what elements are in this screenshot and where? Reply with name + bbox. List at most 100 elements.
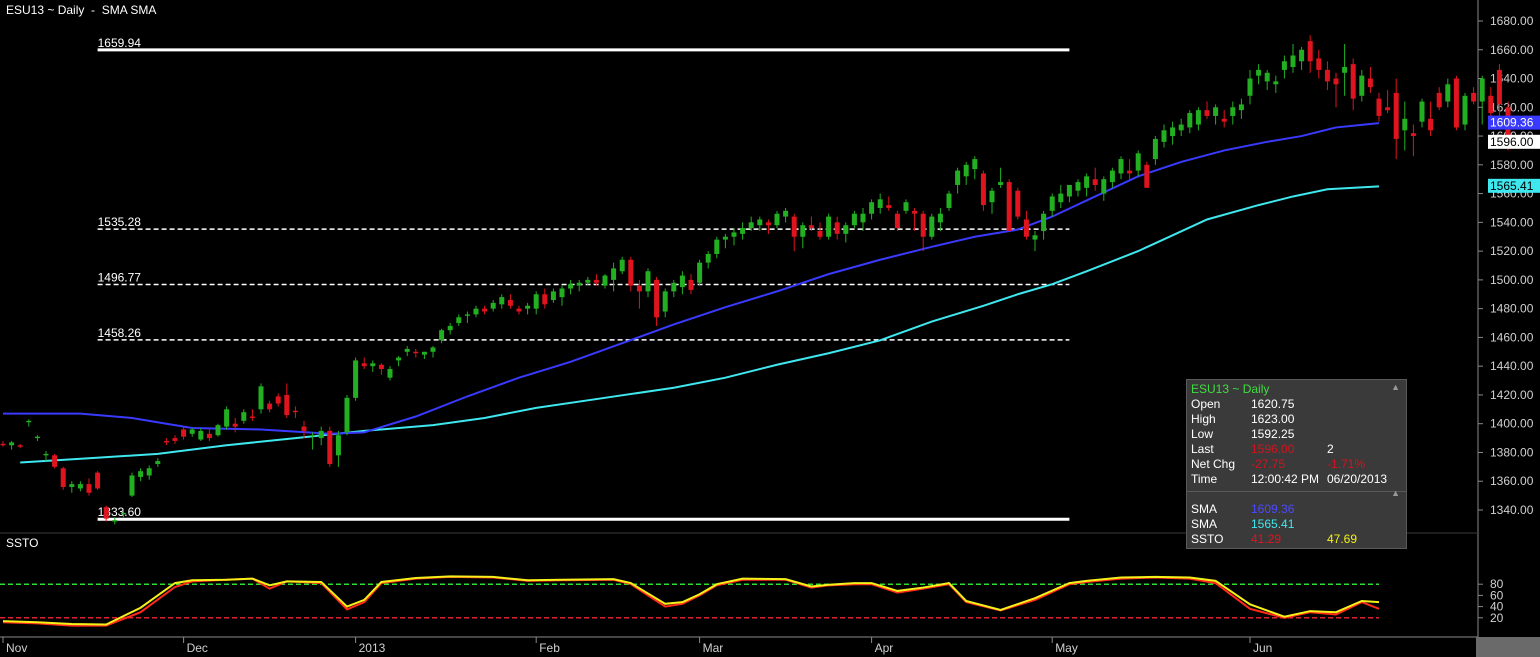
candle-body[interactable] — [327, 430, 333, 464]
candle-body[interactable] — [963, 164, 969, 177]
candle-body[interactable] — [499, 297, 505, 305]
candle-body[interactable] — [9, 442, 15, 446]
chart-symbol[interactable]: ESU13 ~ Daily — [6, 3, 85, 17]
candle-body[interactable] — [1264, 72, 1270, 82]
candle-body[interactable] — [1195, 110, 1201, 125]
candle-body[interactable] — [1178, 124, 1184, 131]
candle-body[interactable] — [1058, 193, 1064, 203]
collapse-studies-icon[interactable]: ▲ — [1391, 488, 1400, 498]
candle-body[interactable] — [834, 222, 840, 234]
candle-body[interactable] — [1161, 130, 1167, 142]
candle-body[interactable] — [146, 468, 152, 476]
candle-body[interactable] — [972, 159, 978, 170]
candle-body[interactable] — [155, 461, 161, 464]
candle-body[interactable] — [490, 302, 496, 309]
candle-body[interactable] — [198, 430, 204, 440]
candle-body[interactable] — [869, 202, 875, 214]
candle-body[interactable] — [17, 445, 23, 447]
ssto-d-line[interactable] — [2, 575, 1380, 626]
candle-body[interactable] — [34, 436, 40, 439]
candle-body[interactable] — [1170, 127, 1176, 137]
candle-body[interactable] — [172, 438, 178, 441]
candle-body[interactable] — [998, 182, 1004, 185]
candle-body[interactable] — [679, 275, 685, 288]
candle-body[interactable] — [1299, 49, 1305, 62]
candle-body[interactable] — [26, 420, 32, 423]
candle-body[interactable] — [1290, 55, 1296, 68]
candle-body[interactable] — [937, 213, 943, 223]
candle-body[interactable] — [740, 228, 746, 234]
candle-body[interactable] — [765, 222, 771, 226]
candle-body[interactable] — [1462, 95, 1468, 125]
data-window[interactable]: ESU13 ~ Daily ▲ Open 1620.75 High 1623.00 Lo… — [1186, 379, 1407, 549]
candle-body[interactable] — [1342, 67, 1348, 73]
candle-body[interactable] — [980, 173, 986, 206]
candle-body[interactable] — [894, 213, 900, 229]
candle-body[interactable] — [1376, 98, 1382, 116]
candle-body[interactable] — [241, 412, 247, 421]
candle-body[interactable] — [774, 213, 780, 226]
candle-body[interactable] — [542, 294, 548, 305]
candle-body[interactable] — [1187, 113, 1193, 128]
candle-body[interactable] — [77, 484, 83, 489]
candle-body[interactable] — [413, 351, 419, 354]
candle-body[interactable] — [1393, 92, 1399, 139]
candle-body[interactable] — [697, 262, 703, 283]
candle-body[interactable] — [86, 484, 92, 493]
candle-body[interactable] — [404, 348, 410, 352]
candle-body[interactable] — [851, 213, 857, 226]
candle-body[interactable] — [60, 468, 66, 487]
candle-body[interactable] — [267, 403, 273, 410]
candle-body[interactable] — [1359, 75, 1365, 96]
candle-body[interactable] — [292, 410, 298, 413]
candle-body[interactable] — [43, 453, 49, 456]
candle-body[interactable] — [1350, 64, 1356, 99]
candle-body[interactable] — [1385, 107, 1391, 111]
candle-body[interactable] — [877, 199, 883, 208]
candle-body[interactable] — [439, 330, 445, 341]
candle-body[interactable] — [808, 225, 814, 229]
candle-body[interactable] — [129, 475, 135, 496]
candle-body[interactable] — [1281, 61, 1287, 70]
candle-body[interactable] — [1118, 159, 1124, 174]
candle-body[interactable] — [1006, 182, 1012, 231]
candle-body[interactable] — [1256, 69, 1262, 76]
candle-body[interactable] — [1436, 92, 1442, 108]
candle-body[interactable] — [1127, 170, 1133, 174]
candle-body[interactable] — [654, 279, 660, 318]
candle-body[interactable] — [396, 357, 402, 361]
collapse-up-icon[interactable]: ▲ — [1391, 382, 1400, 392]
candle-body[interactable] — [361, 363, 367, 367]
candle-body[interactable] — [1428, 118, 1434, 131]
candle-body[interactable] — [69, 484, 75, 487]
candle-body[interactable] — [1041, 213, 1047, 231]
candle-body[interactable] — [955, 170, 961, 185]
candle-body[interactable] — [1144, 164, 1150, 188]
candle-body[interactable] — [628, 259, 634, 286]
candle-body[interactable] — [722, 236, 728, 240]
candle-body[interactable] — [843, 225, 849, 234]
candle-body[interactable] — [946, 193, 952, 208]
candle-body[interactable] — [989, 190, 995, 203]
candle-body[interactable] — [636, 285, 642, 292]
candle-body[interactable] — [447, 325, 453, 331]
candle-body[interactable] — [1479, 78, 1485, 102]
candle-body[interactable] — [1135, 153, 1141, 171]
candle-body[interactable] — [301, 426, 307, 431]
candle-body[interactable] — [1307, 41, 1313, 62]
candle-body[interactable] — [611, 268, 617, 280]
candle-body[interactable] — [138, 471, 144, 477]
candle-body[interactable] — [0, 443, 6, 446]
candle-body[interactable] — [1015, 190, 1021, 217]
candle-body[interactable] — [783, 210, 789, 217]
candle-body[interactable] — [662, 291, 668, 312]
candle-body[interactable] — [284, 394, 290, 416]
candle-body[interactable] — [748, 222, 754, 229]
candle-body[interactable] — [800, 225, 806, 237]
candle-body[interactable] — [1230, 107, 1236, 116]
candle-body[interactable] — [550, 291, 556, 301]
candle-body[interactable] — [456, 317, 462, 324]
candle-body[interactable] — [378, 364, 384, 370]
sma-fast-line[interactable] — [3, 122, 1380, 435]
